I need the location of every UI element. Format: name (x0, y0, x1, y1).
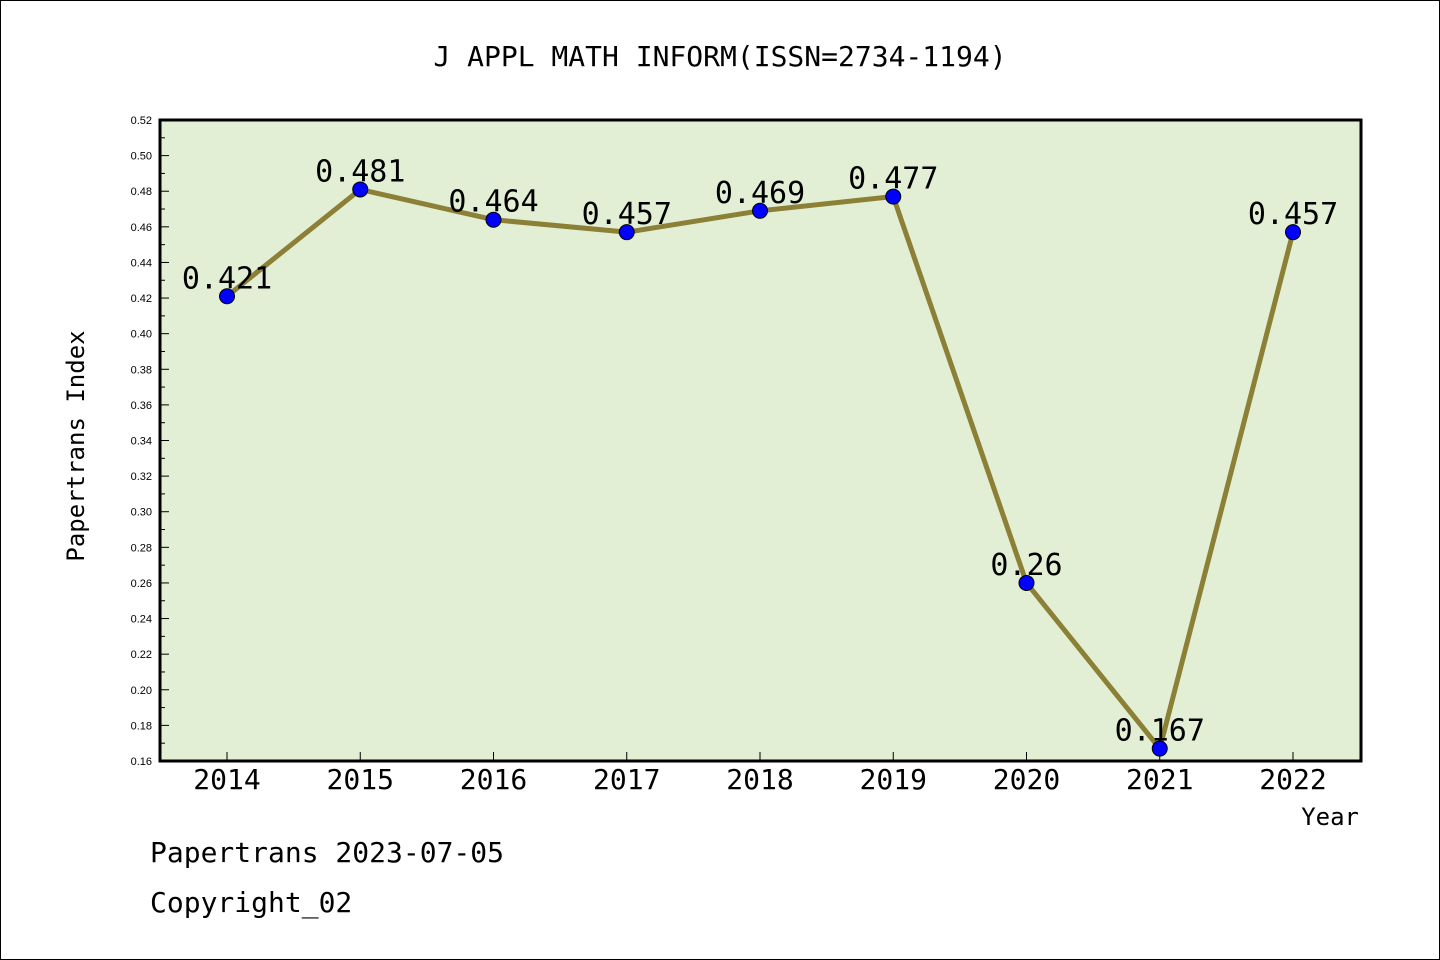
data-point (752, 202, 768, 219)
data-point (485, 211, 502, 228)
data-label: 0.481 (315, 154, 405, 189)
data-label: 0.26 (990, 548, 1062, 583)
data-label: 0.457 (1248, 197, 1338, 232)
x-axis-label: Year (1301, 803, 1359, 831)
y-tick-label: 0.50 (131, 151, 152, 163)
x-tick-label: 2019 (860, 763, 927, 796)
y-tick-label: 0.22 (131, 649, 152, 661)
footer-copyright: Copyright_02 (150, 886, 353, 919)
data-point (1285, 224, 1301, 241)
data-label: 0.457 (582, 197, 672, 232)
y-tick-label: 0.16 (131, 756, 152, 768)
y-tick-label: 0.38 (131, 364, 152, 376)
footer-date: Papertrans 2023-07-05 (150, 836, 505, 869)
y-axis-label: Papertrans Index (62, 330, 90, 561)
y-tick-label: 0.36 (131, 400, 152, 412)
x-tick-label: 2016 (460, 763, 527, 796)
data-label: 0.421 (182, 261, 272, 296)
data-label: 0.464 (448, 185, 538, 220)
data-point (1151, 740, 1168, 757)
data-point (885, 188, 902, 205)
x-tick-label: 2017 (593, 763, 660, 796)
x-tick-label: 2021 (1126, 763, 1193, 796)
x-tick-label: 2022 (1259, 763, 1326, 796)
y-tick-label: 0.40 (131, 329, 152, 341)
y-tick-label: 0.46 (131, 222, 152, 234)
x-tick-label: 2015 (327, 763, 394, 796)
data-points (219, 181, 1301, 757)
data-point (352, 181, 369, 198)
y-tick-label: 0.26 (131, 578, 152, 590)
y-tick-label: 0.42 (131, 293, 152, 305)
y-tick-label: 0.48 (131, 186, 152, 198)
y-tick-label: 0.52 (131, 115, 152, 127)
y-tick-label: 0.30 (131, 507, 152, 519)
x-tick-label: 2014 (193, 763, 260, 796)
data-point (219, 288, 235, 305)
y-axis: 0.16 0.18 0.20 0.22 0.24 0.26 0.28 0.30 0.32 0.34… (131, 115, 169, 768)
data-point (1018, 574, 1035, 591)
y-tick-label: 0.18 (131, 720, 152, 732)
y-tick-label: 0.28 (131, 542, 152, 554)
plot-area (160, 120, 1361, 761)
data-label: 0.469 (715, 176, 805, 211)
data-point (618, 224, 635, 241)
x-tick-label: 2018 (726, 763, 793, 796)
y-tick-label: 0.44 (131, 257, 152, 269)
chart-title: J APPL MATH INFORM(ISSN=2734-1194) (433, 40, 1006, 73)
plot-border (158, 118, 1363, 763)
y-tick-label: 0.32 (131, 471, 152, 483)
x-tick-label: 2020 (993, 763, 1060, 796)
y-tick-label: 0.24 (131, 614, 152, 626)
x-axis: 2014 2015 2016 2017 2018 2019 2020 2021 2022 (193, 752, 1327, 796)
y-tick-label: 0.20 (131, 685, 152, 697)
data-label: 0.477 (848, 162, 938, 197)
data-label: 0.167 (1115, 714, 1205, 749)
data-labels: 0.421 0.481 0.464 0.457 0.469 0.477 0.26 0.167 0… (182, 154, 1338, 748)
y-tick-label: 0.34 (131, 436, 152, 448)
